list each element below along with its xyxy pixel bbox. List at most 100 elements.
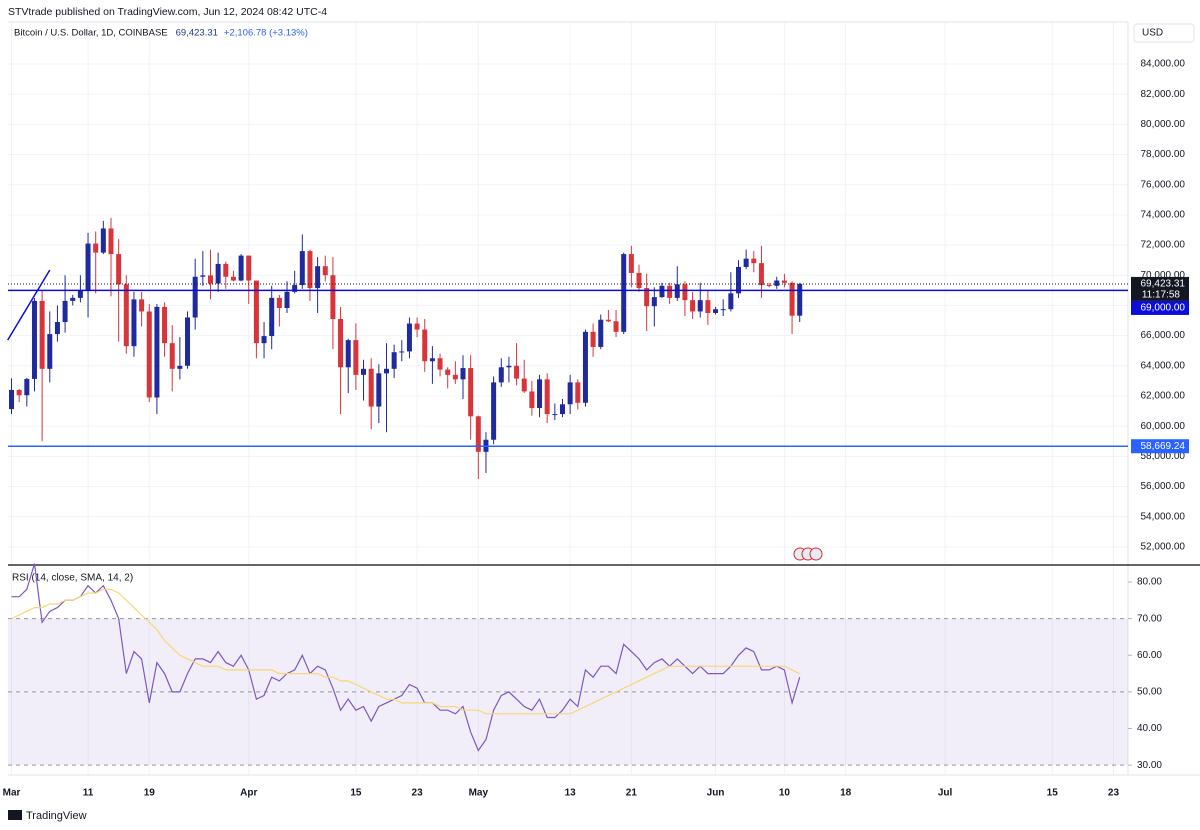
candle-body [24,378,30,396]
candle-body [162,306,168,344]
countdown: 11:17:58 [1142,290,1181,301]
candle-body [253,280,259,344]
y-tick-label: 70,000.00 [1141,270,1186,281]
candle-body [223,263,229,277]
candle-body [238,255,244,281]
candle-body [116,254,122,285]
candle-body [781,280,787,283]
y-tick-label: 58,000.00 [1141,451,1186,462]
x-tick-label: Jul [938,788,953,799]
candle-body [766,285,772,287]
candle-body [751,258,757,264]
candle-body [720,309,726,311]
candle-body [54,322,60,335]
candle-body [506,365,512,368]
candle-body [16,389,22,396]
candle-body [315,266,321,289]
candle-body [774,280,780,286]
y-tick-label: 72,000.00 [1141,240,1186,251]
candle-body [498,367,504,383]
candle-body [445,369,451,375]
candle-body [429,358,435,362]
level-label: 58,669.24 [1141,441,1186,452]
candle-body [667,285,673,298]
candle-body [422,329,428,362]
candle-body [139,299,145,312]
y-tick-label: 54,000.00 [1141,511,1186,522]
candle-body [552,414,558,416]
y-tick-label: 80.00 [1137,577,1162,588]
candle-body [705,300,711,313]
candle-body [468,368,474,417]
trendline [7,269,51,341]
candle-body [735,266,741,294]
candle-body [192,276,198,318]
x-tick-label: 19 [144,788,156,799]
candle-body [31,300,37,379]
candle-body [154,306,160,398]
candle-body [383,368,389,374]
candle-body [605,319,611,322]
candle-body [177,365,183,369]
candle-body [368,368,374,407]
candle-body [636,272,642,289]
candle-body [789,282,795,316]
candle-body [62,300,68,323]
y-tick-label: 84,000.00 [1141,59,1186,70]
candle-body [559,404,565,415]
event-icon [809,547,823,561]
candle-body [361,368,367,375]
currency-box [1133,23,1195,43]
candle-body [39,300,45,369]
last-price-box [1131,276,1189,301]
legend-change: +2,106.78 (+3.13%) [224,28,308,39]
x-tick-label: May [469,788,489,799]
level-box [1131,300,1189,315]
candle-body [299,251,305,286]
level-box [1131,439,1189,454]
x-tick-label: Jun [707,788,725,799]
y-tick-label: 52,000.00 [1141,542,1186,553]
candle-body [590,331,596,347]
y-tick-label: 40.00 [1137,723,1162,734]
candle-body [146,311,152,398]
candle-body [215,263,221,284]
candle-body [452,374,458,380]
candle-body [376,373,382,407]
y-tick-label: 30.00 [1137,760,1162,771]
x-tick-label: 15 [1047,788,1059,799]
candle-body [169,343,175,369]
candle-body [123,284,129,347]
candle-body [743,258,749,267]
candle-body [391,352,397,369]
candle-body [659,285,665,298]
y-tick-label: 70.00 [1137,613,1162,624]
y-tick-label: 60.00 [1137,650,1162,661]
y-tick-label: 74,000.00 [1141,210,1186,221]
candle-body [330,275,336,320]
candle-body [651,297,657,307]
candle-body [567,382,573,405]
candle-body [582,331,588,403]
legend-price: 69,423.31 [176,28,218,39]
candle-body [621,254,627,332]
candle-body [131,299,137,347]
y-tick-label: 66,000.00 [1141,330,1186,341]
x-tick-label: Apr [240,788,257,799]
candle-body [460,368,466,380]
event-icons [793,547,823,561]
candle-body [697,300,703,312]
level-label: 69,000.00 [1141,303,1186,314]
candle-body [674,284,680,298]
x-tick-label: 15 [350,788,362,799]
candle-body [575,382,581,403]
x-tick-label: 23 [1108,788,1120,799]
candle-body [613,321,619,332]
candle-body [628,254,634,273]
candle-body [70,297,76,301]
candle-body [292,285,298,292]
rsi-title: RSI (14, close, SMA, 14, 2) [12,573,133,584]
candle-body [728,293,734,310]
candle-body [758,263,764,286]
